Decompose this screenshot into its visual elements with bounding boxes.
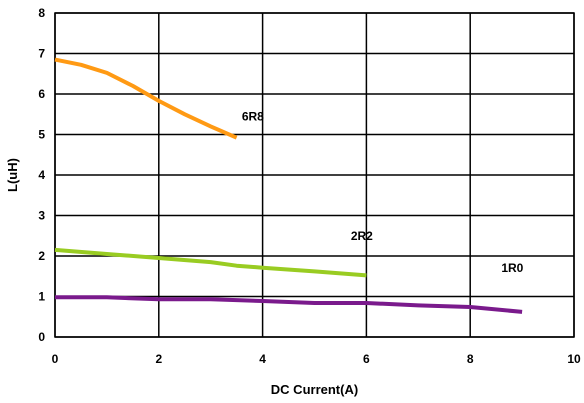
y-axis-label: L(uH) [5,158,20,192]
y-tick-label-3: 3 [38,209,45,223]
series-label-2r2: 2R2 [351,229,373,243]
series-line-2r2 [54,247,367,278]
x-tick-labels: 0 2 4 6 8 10 [52,352,581,366]
plot-frame [54,12,575,338]
y-tick-label-0: 0 [38,330,45,344]
grid [54,12,575,338]
y-tick-label-7: 7 [38,47,45,61]
series-label-6r8: 6R8 [242,109,264,123]
x-tick-label-8: 8 [467,352,474,366]
y-tick-label-8: 8 [38,6,45,20]
y-tick-labels: 0 1 2 3 4 5 6 7 8 [38,6,45,344]
y-tick-label-1: 1 [38,290,45,304]
y-tick-label-2: 2 [38,249,45,263]
series-line-6r8 [54,57,238,140]
series-line-1r0 [55,295,523,314]
y-tick-label-4: 4 [38,168,45,182]
x-tick-label-2: 2 [155,352,162,366]
y-tick-label-5: 5 [38,128,45,142]
series-label-1r0: 1R0 [501,261,523,275]
x-tick-label-4: 4 [259,352,266,366]
x-tick-label-0: 0 [52,352,59,366]
x-tick-label-10: 10 [567,352,581,366]
x-tick-label-6: 6 [363,352,370,366]
y-tick-label-6: 6 [38,87,45,101]
series-labels: 6R8 2R2 1R0 [242,109,524,275]
x-axis-label: DC Current(A) [271,382,358,397]
series-lines [54,57,523,314]
